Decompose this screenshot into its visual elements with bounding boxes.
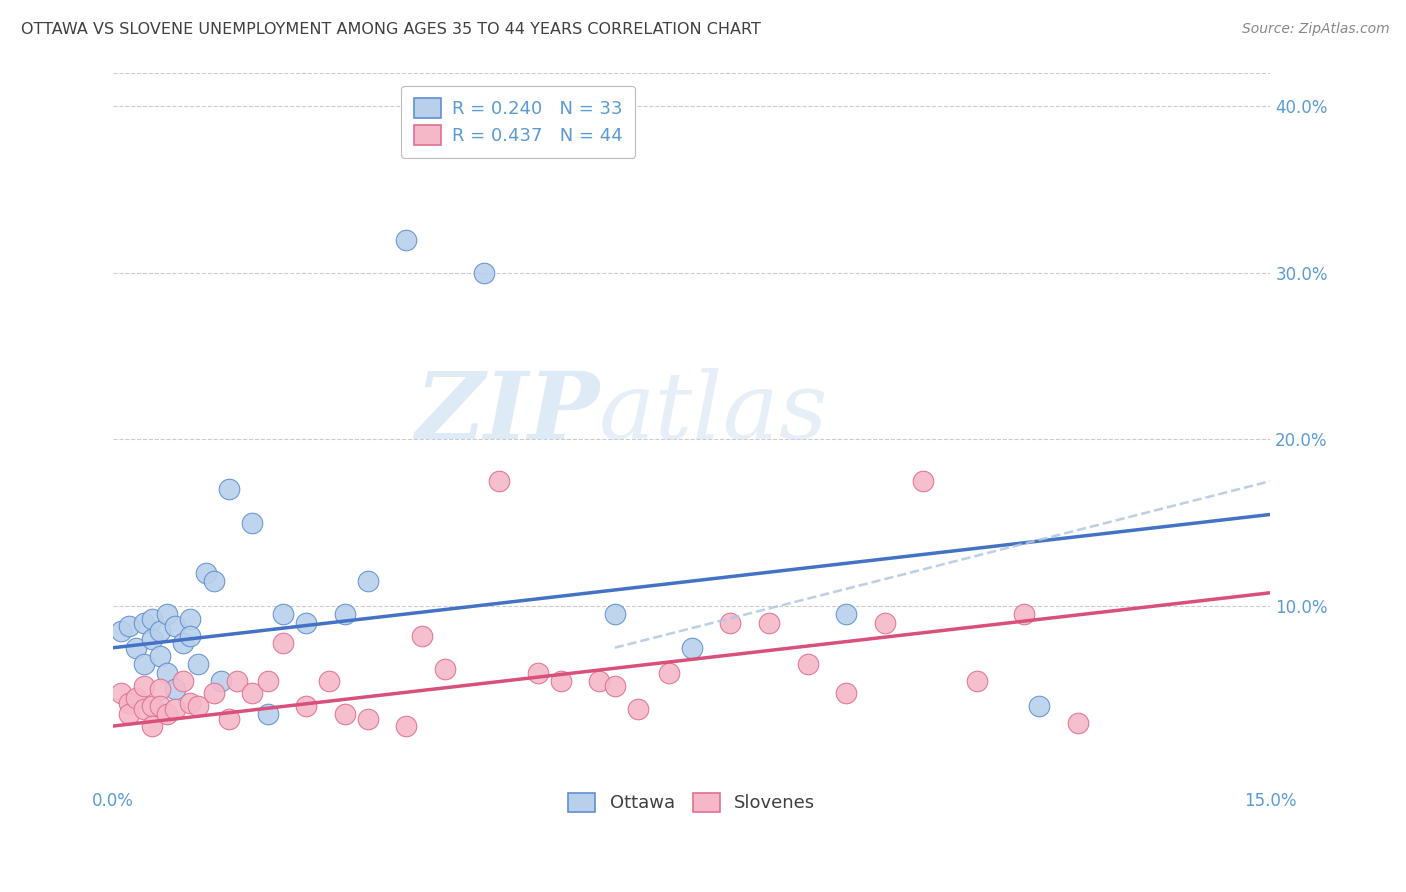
Point xyxy=(156,607,179,622)
Point xyxy=(295,615,318,630)
Point xyxy=(433,662,456,676)
Point xyxy=(202,686,225,700)
Point xyxy=(172,673,194,688)
Point xyxy=(148,648,170,663)
Point xyxy=(179,612,201,626)
Point xyxy=(758,615,780,630)
Legend: Ottawa, Slovenes: Ottawa, Slovenes xyxy=(555,780,828,825)
Point xyxy=(225,673,247,688)
Point xyxy=(134,657,156,672)
Point xyxy=(118,707,141,722)
Point xyxy=(873,615,896,630)
Point xyxy=(134,679,156,693)
Point xyxy=(295,699,318,714)
Point xyxy=(395,233,418,247)
Point xyxy=(218,712,240,726)
Point xyxy=(256,673,278,688)
Point xyxy=(194,566,217,580)
Point xyxy=(125,640,148,655)
Point xyxy=(141,632,163,647)
Point xyxy=(357,712,380,726)
Point xyxy=(835,686,858,700)
Point xyxy=(488,474,510,488)
Point xyxy=(172,636,194,650)
Point xyxy=(411,629,433,643)
Point xyxy=(240,686,263,700)
Point xyxy=(179,696,201,710)
Point xyxy=(588,673,610,688)
Point xyxy=(718,615,741,630)
Point xyxy=(163,682,186,697)
Point xyxy=(550,673,572,688)
Point xyxy=(966,673,988,688)
Point xyxy=(148,682,170,697)
Point xyxy=(163,619,186,633)
Point xyxy=(148,624,170,638)
Point xyxy=(835,607,858,622)
Text: ZIP: ZIP xyxy=(415,368,599,458)
Point xyxy=(187,699,209,714)
Point xyxy=(187,657,209,672)
Point xyxy=(681,640,703,655)
Point xyxy=(627,702,650,716)
Point xyxy=(209,673,232,688)
Point xyxy=(526,665,548,680)
Point xyxy=(141,719,163,733)
Point xyxy=(256,707,278,722)
Point xyxy=(118,619,141,633)
Point xyxy=(395,719,418,733)
Point xyxy=(141,699,163,714)
Point xyxy=(1012,607,1035,622)
Point xyxy=(357,574,380,588)
Point xyxy=(472,266,495,280)
Point xyxy=(912,474,935,488)
Text: Source: ZipAtlas.com: Source: ZipAtlas.com xyxy=(1241,22,1389,37)
Point xyxy=(202,574,225,588)
Point xyxy=(125,690,148,705)
Point xyxy=(110,624,132,638)
Point xyxy=(118,696,141,710)
Point xyxy=(658,665,681,680)
Point xyxy=(218,483,240,497)
Point xyxy=(110,686,132,700)
Point xyxy=(134,702,156,716)
Point xyxy=(134,615,156,630)
Point xyxy=(156,707,179,722)
Point xyxy=(179,629,201,643)
Point xyxy=(240,516,263,530)
Point xyxy=(163,702,186,716)
Point xyxy=(271,636,294,650)
Point xyxy=(148,699,170,714)
Text: OTTAWA VS SLOVENE UNEMPLOYMENT AMONG AGES 35 TO 44 YEARS CORRELATION CHART: OTTAWA VS SLOVENE UNEMPLOYMENT AMONG AGE… xyxy=(21,22,761,37)
Point xyxy=(333,707,356,722)
Text: atlas: atlas xyxy=(599,368,828,458)
Point xyxy=(271,607,294,622)
Point xyxy=(141,612,163,626)
Point xyxy=(1028,699,1050,714)
Point xyxy=(796,657,818,672)
Point xyxy=(333,607,356,622)
Point xyxy=(318,673,340,688)
Point xyxy=(1066,715,1088,730)
Point xyxy=(156,665,179,680)
Point xyxy=(603,679,626,693)
Point xyxy=(603,607,626,622)
